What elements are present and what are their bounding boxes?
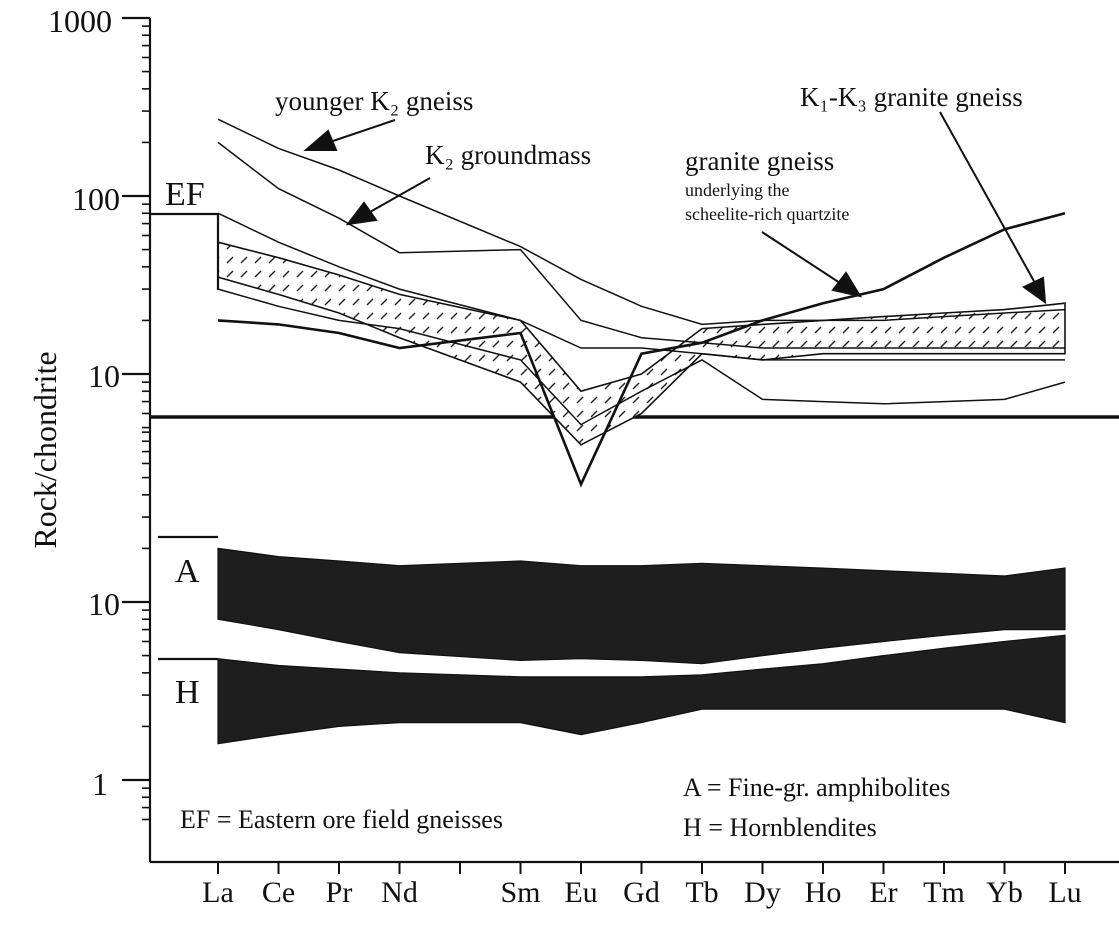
a-legend: A = Fine-gr. amphibolites (683, 773, 950, 802)
x-tick-label-lu: Lu (1048, 876, 1081, 909)
underlying-label-2: scheelite-rich quartzite (685, 204, 849, 224)
x-tick-label-la: La (202, 876, 234, 909)
lower-bands (217, 547, 1066, 745)
ef-step-line (150, 212, 220, 290)
x-tick-label-dy: Dy (744, 876, 781, 909)
x-tick-label-eu: Eu (564, 876, 597, 909)
x-tick-label-tb: Tb (685, 876, 718, 909)
x-tick-label-ho: Ho (805, 876, 842, 909)
y-tick-1: 1 (92, 766, 108, 802)
annotation-arrows (303, 111, 1047, 305)
y-tick-10-lower: 10 (88, 586, 120, 622)
y-minor-ticks (122, 16, 150, 821)
k1k3-label: K₁-K₃ granite gneiss (800, 82, 1023, 112)
band-A (217, 547, 1066, 665)
x-ticks (217, 862, 1066, 874)
x-tick-labels: La Ce Pr Nd Sm Eu Gd Tb Dy Ho Er Tm Yb Lu (202, 876, 1081, 909)
x-tick-label-nd: Nd (381, 876, 418, 909)
series-younger_k2 (217, 118, 1066, 326)
y-axis-label: Rock/chondrite (27, 351, 63, 548)
series-ef_top (217, 212, 1065, 361)
younger-k2-label: younger K₂ gneiss (275, 86, 473, 116)
granite-gneiss-label: granite gneiss (685, 146, 834, 176)
x-tick-label-gd: Gd (623, 876, 660, 909)
x-tick-label-tm: Tm (923, 876, 965, 909)
y-tick-100: 100 (72, 181, 120, 217)
underlying-label-1: underlying the (685, 180, 789, 200)
y-tick-10-upper: 10 (88, 358, 120, 394)
upper-bands (217, 241, 1066, 446)
series-lower_line (217, 288, 1066, 426)
x-tick-label-er: Er (869, 876, 897, 909)
x-tick-label-ce: Ce (262, 876, 295, 909)
ef-tag: EF (165, 176, 205, 213)
x-tick-label-yb: Yb (986, 876, 1023, 909)
band-ef_band (217, 241, 1066, 446)
a-tag: A (175, 553, 200, 590)
k2-groundmass-label: K₂ groundmass (425, 140, 591, 170)
ef-legend: EF = Eastern ore field gneisses (180, 805, 503, 834)
x-tick-label-sm: Sm (500, 876, 540, 909)
h-tag: H (175, 674, 200, 711)
y-tick-1000: 1000 (48, 3, 112, 39)
h-legend: H = Hornblendites (683, 813, 877, 842)
series-granite_gneiss_underlying (217, 211, 1066, 488)
x-tick-label-pr: Pr (326, 876, 353, 909)
band-H (217, 634, 1066, 745)
